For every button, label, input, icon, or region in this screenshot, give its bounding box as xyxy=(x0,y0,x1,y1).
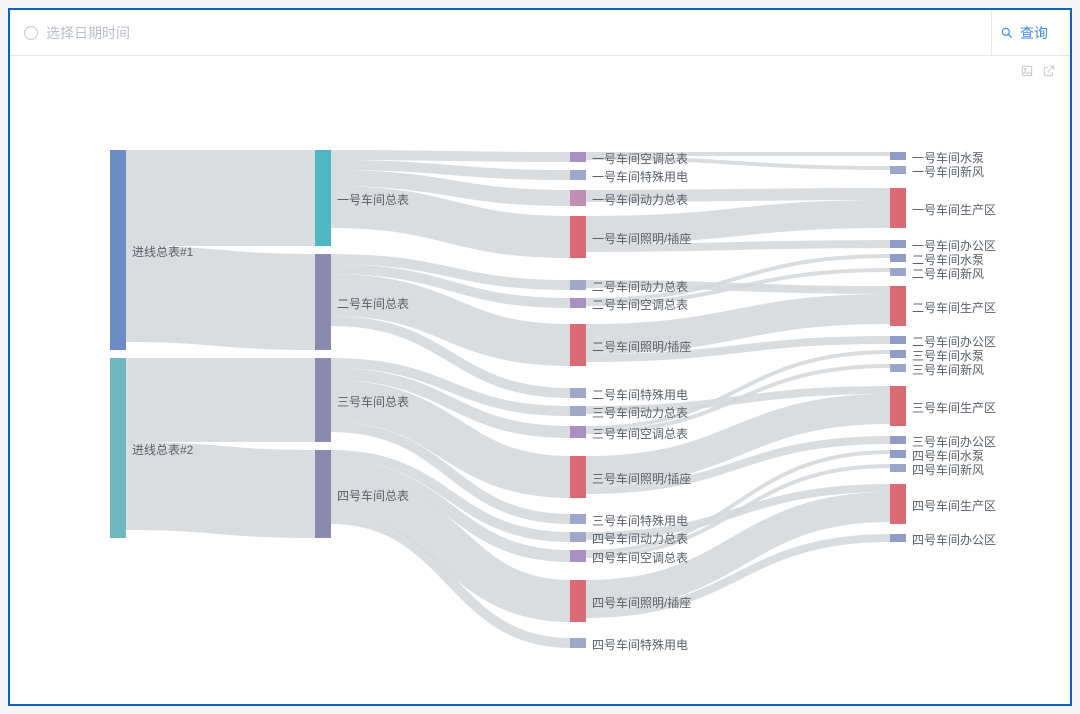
sankey-node-label: 三号车间空调总表 xyxy=(592,425,688,442)
toolbar: 选择日期时间 查询 xyxy=(10,10,1070,56)
sankey-node[interactable] xyxy=(570,514,586,524)
sankey-node-label: 二号车间总表 xyxy=(337,295,409,312)
sankey-node[interactable] xyxy=(890,166,906,174)
sankey-node[interactable] xyxy=(890,450,906,458)
sankey-node-label: 四号车间照明/插座 xyxy=(592,594,691,611)
sankey-node-label: 一号车间照明/插座 xyxy=(592,230,691,247)
sankey-node-label: 三号车间总表 xyxy=(337,393,409,410)
save-image-icon[interactable] xyxy=(1020,64,1034,78)
clock-icon xyxy=(24,26,38,40)
sankey-node[interactable] xyxy=(570,324,586,366)
sankey-node-label: 二号车间照明/插座 xyxy=(592,338,691,355)
query-label: 查询 xyxy=(1020,23,1048,43)
sankey-node-label: 一号车间新风 xyxy=(912,163,984,180)
chart-tools xyxy=(1020,64,1056,78)
sankey-link[interactable] xyxy=(586,309,890,339)
sankey-node-label: 三号车间新风 xyxy=(912,361,984,378)
sankey-node[interactable] xyxy=(570,216,586,258)
sankey-link[interactable] xyxy=(331,155,570,157)
sankey-link[interactable] xyxy=(331,207,570,237)
sankey-node[interactable] xyxy=(570,426,586,438)
sankey-node[interactable] xyxy=(315,254,331,350)
sankey-node[interactable] xyxy=(570,456,586,498)
sankey-node[interactable] xyxy=(570,406,586,416)
sankey-node[interactable] xyxy=(890,484,906,524)
sankey-node-label: 二号车间特殊用电 xyxy=(592,386,688,403)
search-icon xyxy=(1000,26,1014,40)
date-placeholder: 选择日期时间 xyxy=(46,23,130,43)
query-button[interactable]: 查询 xyxy=(991,10,1056,55)
sankey-node[interactable] xyxy=(110,358,126,538)
sankey-node[interactable] xyxy=(890,464,906,472)
sankey-node[interactable] xyxy=(890,268,906,276)
sankey-node-label: 二号车间空调总表 xyxy=(592,296,688,313)
sankey-node[interactable] xyxy=(315,358,331,442)
sankey-node[interactable] xyxy=(110,150,126,350)
sankey-link[interactable] xyxy=(126,486,315,494)
sankey-node[interactable] xyxy=(570,580,586,622)
sankey-node-label: 三号车间特殊用电 xyxy=(592,512,688,529)
sankey-node-label: 四号车间特殊用电 xyxy=(592,636,688,653)
sankey-node-label: 四号车间总表 xyxy=(337,487,409,504)
sankey-node-label: 进线总表#2 xyxy=(132,441,193,458)
sankey-node-label: 一号车间生产区 xyxy=(912,201,996,218)
sankey-node[interactable] xyxy=(890,364,906,372)
sankey-node-label: 三号车间动力总表 xyxy=(592,404,688,421)
sankey-node-label: 四号车间生产区 xyxy=(912,497,996,514)
sankey-node-label: 四号车间动力总表 xyxy=(592,530,688,547)
export-icon[interactable] xyxy=(1042,64,1056,78)
sankey-node[interactable] xyxy=(890,152,906,160)
sankey-node[interactable] xyxy=(890,254,906,262)
sankey-node[interactable] xyxy=(570,532,586,542)
sankey-svg xyxy=(50,90,1050,690)
sankey-node[interactable] xyxy=(570,190,586,206)
sankey-node-label: 四号车间办公区 xyxy=(912,531,996,548)
sankey-node-label: 一号车间空调总表 xyxy=(592,150,688,167)
sankey-node[interactable] xyxy=(570,152,586,162)
sankey-node[interactable] xyxy=(570,638,586,648)
sankey-node[interactable] xyxy=(890,386,906,426)
sankey-node-label: 三号车间生产区 xyxy=(912,399,996,416)
sankey-node-label: 二号车间新风 xyxy=(912,265,984,282)
sankey-node[interactable] xyxy=(890,436,906,444)
sankey-node[interactable] xyxy=(890,336,906,344)
sankey-node[interactable] xyxy=(570,280,586,290)
sankey-node-label: 二号车间动力总表 xyxy=(592,278,688,295)
sankey-node[interactable] xyxy=(890,286,906,326)
sankey-node[interactable] xyxy=(890,240,906,248)
sankey-node[interactable] xyxy=(890,350,906,358)
sankey-node[interactable] xyxy=(570,298,586,308)
sankey-node[interactable] xyxy=(570,170,586,180)
sankey-node[interactable] xyxy=(570,388,586,398)
sankey-node-label: 二号车间生产区 xyxy=(912,299,996,316)
app-frame: 选择日期时间 查询 进线总表#1 进线总表#2 一号车间总表二号车间总表三号车间总表… xyxy=(8,8,1072,706)
date-picker[interactable]: 选择日期时间 xyxy=(24,23,130,43)
sankey-chart: 进线总表#1 进线总表#2 一号车间总表二号车间总表三号车间总表四号车间总表 一号车间… xyxy=(50,90,1050,690)
sankey-node[interactable] xyxy=(315,150,331,246)
sankey-node-label: 四号车间空调总表 xyxy=(592,549,688,566)
sankey-node[interactable] xyxy=(890,188,906,228)
sankey-node[interactable] xyxy=(890,534,906,542)
sankey-link[interactable] xyxy=(126,294,315,302)
sankey-node[interactable] xyxy=(315,450,331,538)
sankey-node-label: 一号车间特殊用电 xyxy=(592,168,688,185)
sankey-node[interactable] xyxy=(570,550,586,562)
sankey-link[interactable] xyxy=(586,214,890,230)
sankey-node-label: 一号车间动力总表 xyxy=(592,191,688,208)
sankey-node-label: 三号车间照明/插座 xyxy=(592,470,691,487)
sankey-node-label: 进线总表#1 xyxy=(132,243,193,260)
sankey-node-label: 四号车间新风 xyxy=(912,461,984,478)
sankey-node-label: 一号车间总表 xyxy=(337,191,409,208)
